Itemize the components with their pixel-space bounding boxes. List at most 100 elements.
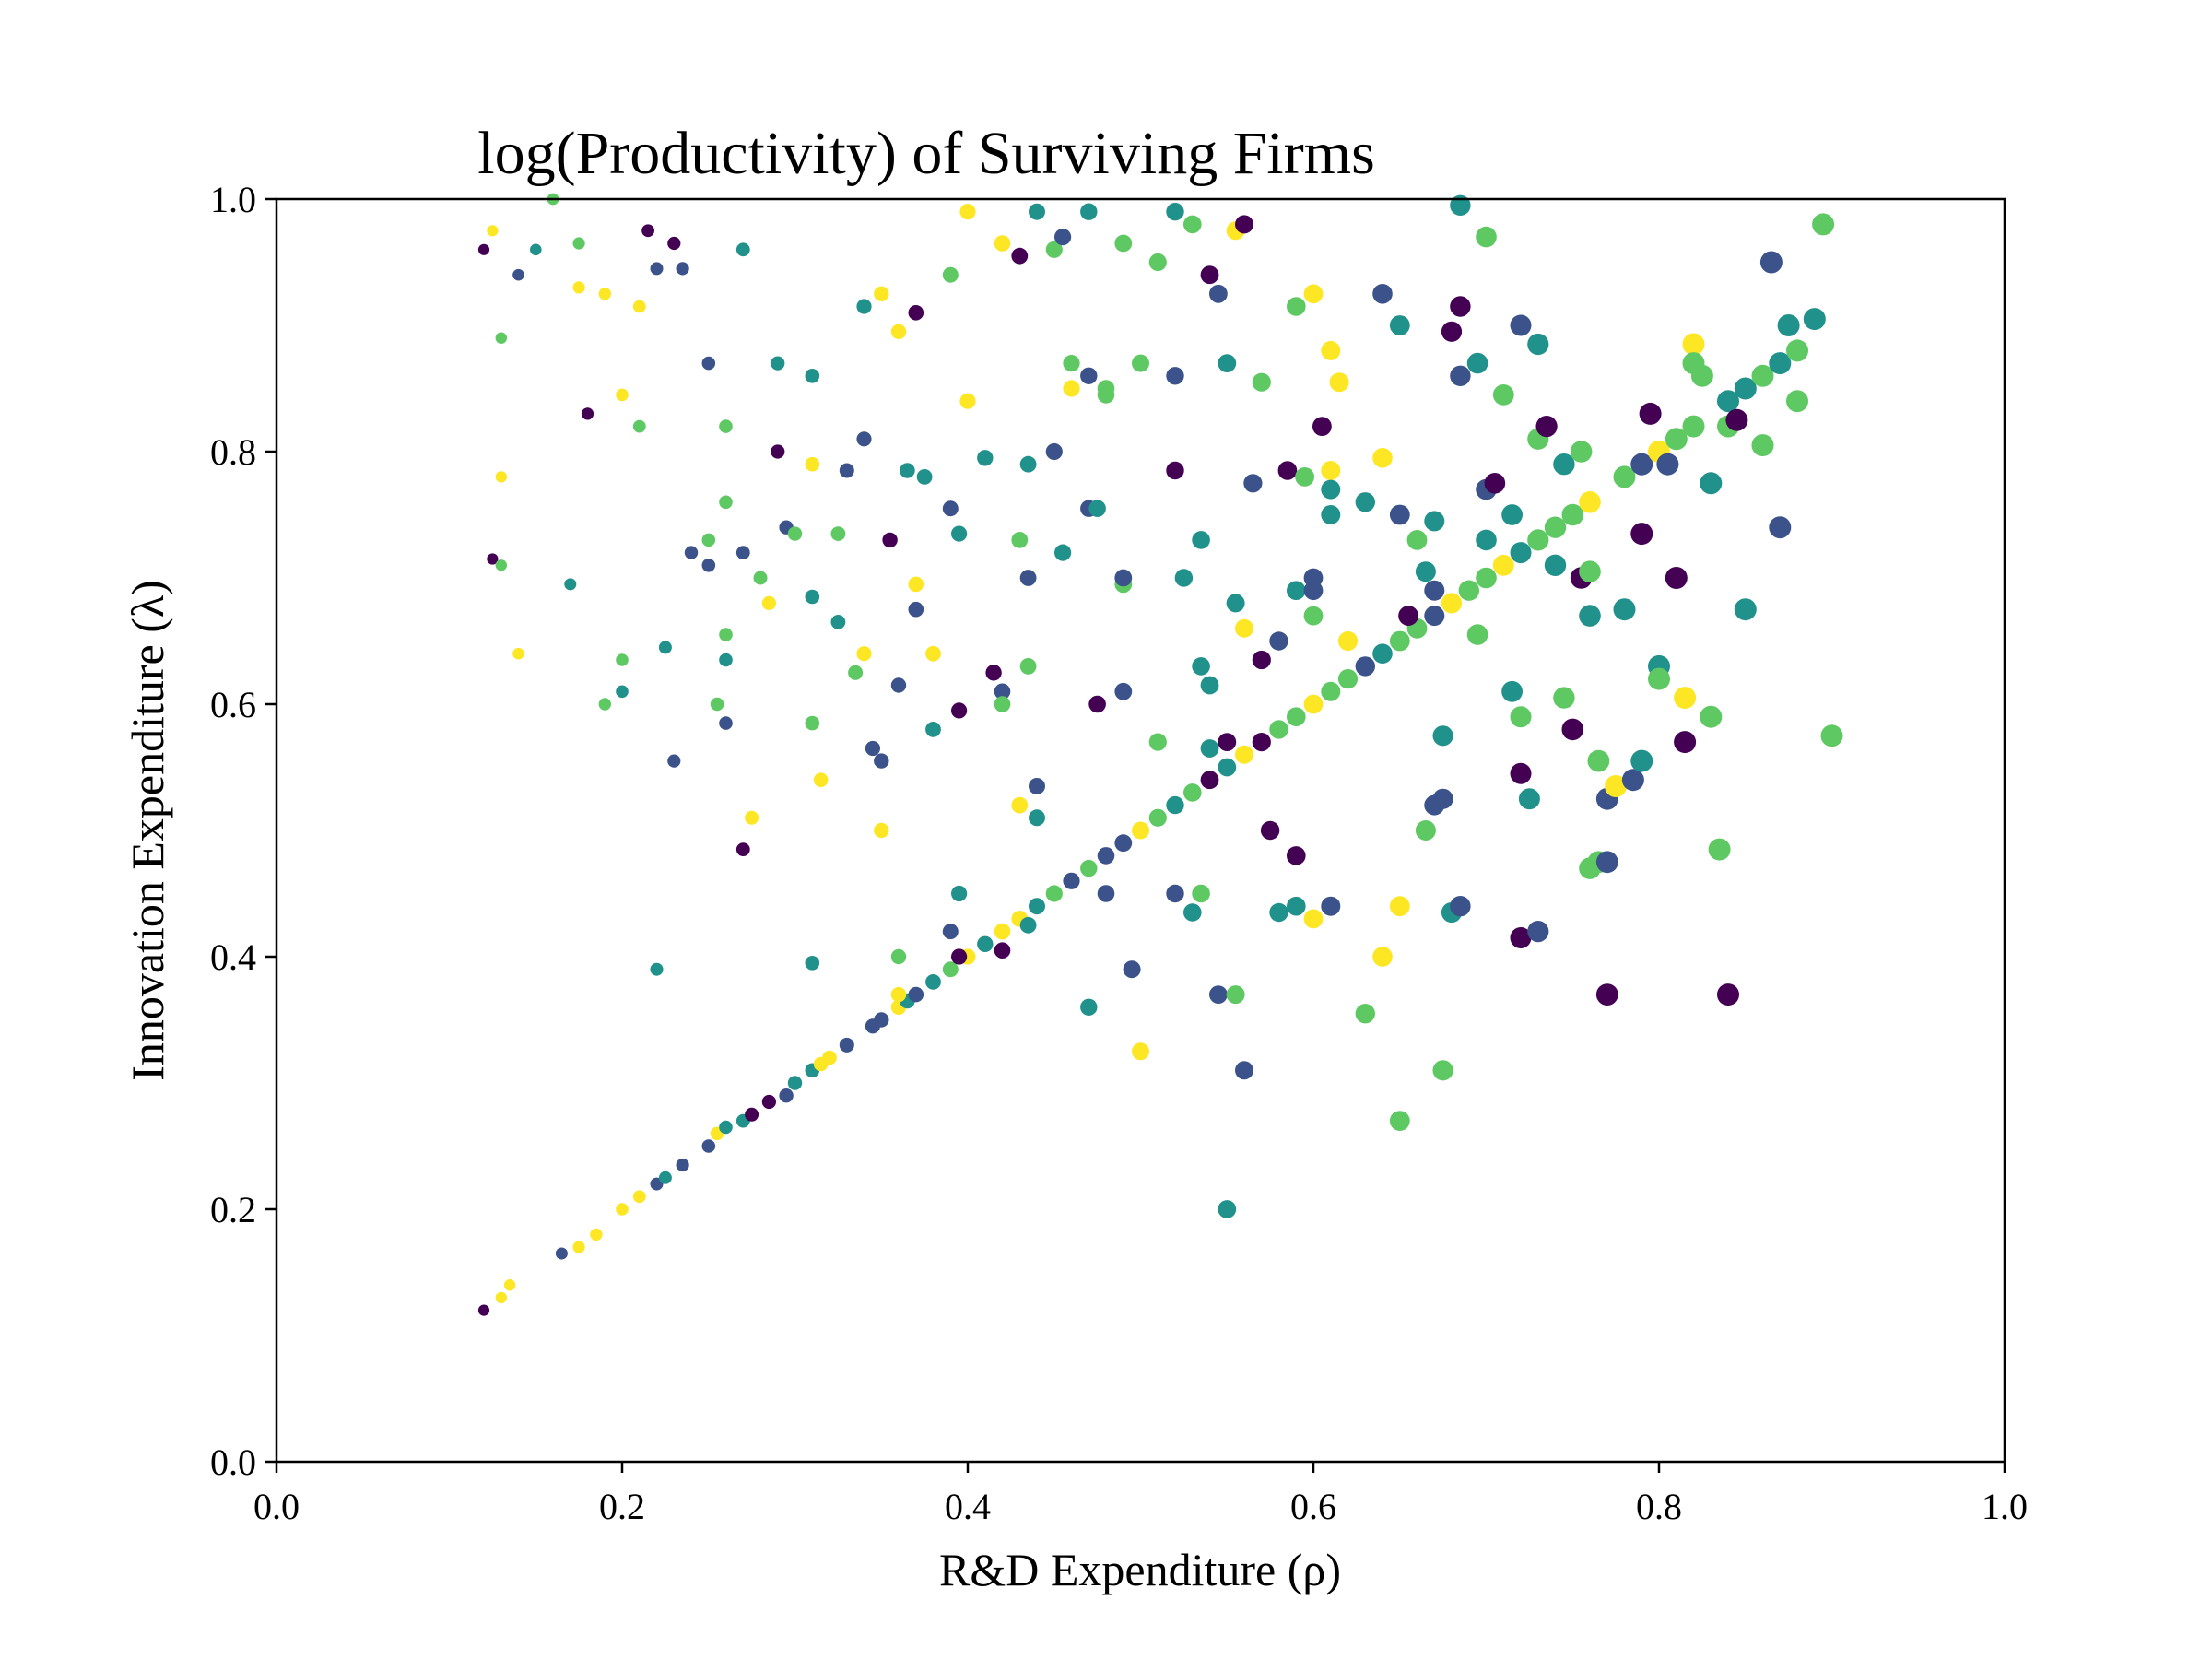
scatter-point [1674,731,1697,754]
scatter-point [598,698,611,711]
scatter-point [1080,203,1098,220]
scatter-point [1708,838,1731,861]
scatter-point [719,495,733,510]
scatter-point [632,419,646,433]
scatter-point [1510,706,1532,728]
scatter-point [1337,669,1359,689]
scatter-point [1011,247,1029,265]
scatter-point [805,589,820,605]
scatter-point [1355,656,1376,677]
scatter-point [1303,606,1324,626]
scatter-point [1132,821,1149,840]
scatter-point [1579,560,1601,582]
scatter-point [1674,687,1697,710]
scatter-point [1812,213,1835,236]
scatter-point [1166,203,1184,221]
x-tick-label: 0.2 [599,1486,645,1527]
scatter-point [616,1203,629,1216]
scatter-point [942,961,959,978]
scatter-point [1527,529,1549,551]
scatter-point [530,243,542,256]
scatter-point [1389,504,1410,525]
scatter-point [1218,1200,1237,1218]
scatter-point [908,576,924,593]
scatter-point [865,740,881,757]
scatter-point [1450,365,1471,386]
scatter-point [1029,778,1045,794]
scatter-point [1080,859,1098,877]
scatter-point [1432,725,1453,747]
y-tick-label: 0.6 [210,684,256,725]
scatter-point [1777,314,1800,336]
scatter-point [1303,581,1324,601]
scatter-point [1045,885,1063,902]
scatter-point [951,948,968,965]
scatter-point [1355,492,1376,512]
x-tick-label: 1.0 [1982,1486,2028,1527]
scatter-point [1277,461,1298,480]
scatter-point [1786,390,1808,413]
scatter-point [1088,695,1106,713]
scatter-point [994,683,1011,700]
scatter-point [1029,809,1045,827]
scatter-point [1183,215,1202,234]
scatter-point [874,822,889,839]
scatter-point [1450,296,1471,317]
scatter-point [745,810,759,825]
scatter-point [1114,569,1133,587]
scatter-point [925,974,941,990]
scatter-point [641,224,654,238]
scatter-point [1424,794,1445,816]
scatter-point [1321,340,1341,360]
scatter-point [890,677,907,693]
scatter-point [942,924,959,940]
scatter-point [1321,505,1341,524]
scatter-point [874,1012,889,1028]
scatter-point [701,533,716,547]
scatter-point [1029,203,1045,220]
scatter-point [684,546,699,559]
scatter-point [1329,372,1349,393]
scatter-point [1553,687,1575,709]
scatter-point [1535,416,1558,438]
scatter-point [1303,284,1324,304]
scatter-point [1235,745,1253,764]
scatter-point [701,356,716,371]
scatter-point [1786,339,1808,362]
y-tick-label: 1.0 [210,179,256,220]
scatter-point [1518,788,1540,810]
scatter-point [951,885,968,902]
scatter-point [1700,705,1723,728]
scatter-point [856,299,872,314]
scatter-point [805,956,820,971]
scatter-point [977,935,994,952]
scatter-point [1466,624,1488,645]
scatter-point [1183,903,1202,922]
scatter-point [1682,415,1705,438]
scatter-point [701,1139,716,1153]
scatter-point [572,1241,585,1253]
scatter-point [1665,567,1688,589]
scatter-point [735,842,750,856]
scatter-point [1192,531,1210,549]
plot-frame [275,197,2006,1464]
scatter-point [1166,461,1184,480]
scatter-point [1476,567,1497,589]
scatter-point [512,647,524,660]
scatter-point [1630,749,1653,772]
scatter-point [1476,226,1497,248]
scatter-point [1132,1042,1149,1061]
scatter-point [890,324,907,339]
scatter-point [650,262,664,276]
scatter-point [1183,783,1202,802]
scatter-point [805,369,820,383]
x-tick-label: 0.0 [253,1486,300,1527]
scatter-point [632,1190,646,1204]
scatter-point [951,702,968,719]
scatter-point [1621,769,1644,792]
x-axis: 0.0 0.2 0.4 0.6 0.8 1.0 [253,1462,2028,1527]
scatter-point [1200,265,1219,285]
scatter-point [658,1171,672,1184]
scatter-point [813,772,829,787]
scatter-point [1019,916,1037,934]
